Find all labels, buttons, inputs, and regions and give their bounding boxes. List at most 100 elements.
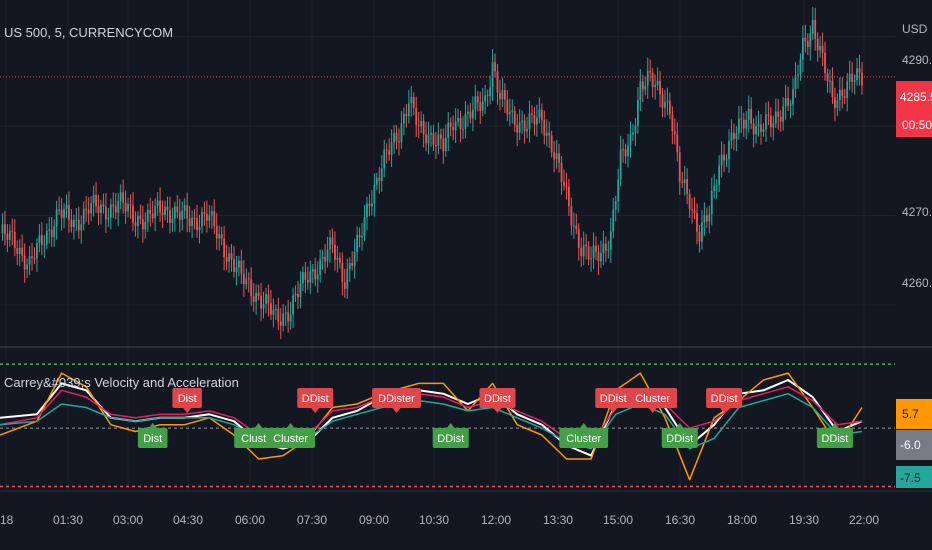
- candle-body: [528, 113, 531, 130]
- candle-body: [430, 133, 432, 135]
- candle-body: [449, 122, 452, 127]
- candle-body: [806, 41, 809, 48]
- candle-body: [622, 149, 625, 151]
- candle-body: [698, 231, 701, 242]
- candle-body: [521, 120, 524, 123]
- candle-body: [742, 119, 745, 129]
- candle-body: [247, 278, 250, 280]
- candle-body: [65, 204, 68, 209]
- candle-body: [575, 225, 578, 230]
- candle-body: [703, 215, 706, 223]
- candle-body: [740, 118, 743, 120]
- candle-body: [193, 217, 196, 219]
- candle-body: [329, 237, 331, 250]
- price-scale[interactable]: USD 4290.0 4270.0 4260.0 4285.5 00:50 5.…: [896, 22, 932, 488]
- time-tick: 16:30: [665, 513, 695, 527]
- candle-body: [494, 62, 496, 72]
- indicator-title[interactable]: Carrey&#039;s Velocity and Acceleration: [4, 375, 239, 390]
- candle-body: [156, 200, 159, 207]
- candle-body: [612, 209, 615, 232]
- candle-body: [617, 179, 620, 202]
- candle-body: [242, 273, 245, 285]
- candle-body: [595, 245, 597, 252]
- candle-body: [841, 89, 844, 97]
- candle-body: [361, 235, 363, 238]
- candle-body: [139, 215, 142, 219]
- candle-body: [819, 45, 822, 51]
- price-pane[interactable]: [0, 7, 895, 339]
- candle-body: [558, 153, 560, 163]
- candle-body: [735, 133, 738, 140]
- last-price-value: 4285.5: [900, 90, 932, 104]
- signal-label-text: Cluster: [635, 393, 670, 405]
- candle-body: [629, 134, 632, 146]
- candle-body: [666, 100, 669, 102]
- candle-body: [632, 132, 634, 135]
- candle-body: [444, 137, 447, 152]
- candle-body: [373, 184, 376, 204]
- signal-label-text: Dist: [143, 433, 162, 445]
- candle-body: [129, 204, 132, 206]
- candle-body: [149, 209, 152, 214]
- candle-body: [432, 133, 435, 145]
- candle-body: [540, 109, 543, 121]
- candle-body: [112, 204, 115, 207]
- indicator-pane[interactable]: Dist Dist Cluster Cluster DDist DDister DDist D…: [0, 363, 895, 488]
- candle-body: [590, 258, 592, 260]
- signal-label-box: [628, 388, 678, 408]
- candle-body: [274, 309, 277, 311]
- candle-body: [568, 186, 570, 207]
- candle-body: [198, 226, 201, 231]
- candle-body: [43, 244, 46, 246]
- signal-label-text: DDist: [302, 393, 329, 405]
- symbol-title[interactable]: US 500, 5, CURRENCYCOM: [4, 25, 173, 40]
- candle-body: [824, 52, 826, 74]
- candle-body: [747, 108, 750, 121]
- candle-body: [334, 244, 336, 260]
- candle-body: [634, 125, 637, 133]
- candle-body: [375, 177, 378, 185]
- time-tick: 03:00: [113, 513, 143, 527]
- candle-body: [755, 126, 757, 135]
- candle-body: [415, 107, 418, 126]
- candle-body: [316, 274, 319, 280]
- candle-body: [479, 102, 482, 111]
- candle-body: [765, 114, 767, 129]
- candle-body: [503, 90, 506, 100]
- candle-body: [265, 294, 267, 305]
- candle-body: [553, 152, 556, 160]
- candle-body: [385, 149, 388, 151]
- candle-body: [422, 120, 425, 135]
- time-axis[interactable]: 18 01:30 03:00 04:30 06:00 07:30 09:00 10:30 12:…: [0, 513, 879, 527]
- candle-body: [646, 70, 649, 86]
- candle-body: [146, 209, 149, 222]
- candle-body: [811, 20, 814, 34]
- candle-body: [311, 269, 314, 272]
- candle-body: [469, 111, 472, 119]
- time-tick: 06:00: [235, 513, 265, 527]
- time-tick: 10:30: [419, 513, 449, 527]
- candle-body: [523, 120, 526, 132]
- candle-body: [102, 204, 105, 207]
- candle-body: [425, 134, 427, 144]
- candle-body: [737, 118, 740, 134]
- signal-label-text: DDister: [378, 393, 415, 405]
- candle-body: [420, 120, 423, 127]
- candle-body: [279, 321, 282, 326]
- candle-body: [516, 124, 519, 133]
- candle-body: [656, 80, 659, 86]
- candle-body: [257, 292, 260, 296]
- candle-body: [447, 122, 450, 138]
- time-tick: 15:00: [603, 513, 633, 527]
- candle-body: [405, 113, 408, 117]
- price-tick: 4270.0: [902, 205, 932, 219]
- candle-body: [651, 72, 654, 87]
- candle-body: [107, 217, 110, 220]
- candle-body: [752, 123, 755, 135]
- candle-body: [410, 96, 413, 104]
- candle-body: [745, 120, 748, 129]
- time-tick: 18:00: [727, 513, 757, 527]
- signal-label-buy: DDist: [816, 423, 853, 448]
- candle-body: [607, 249, 610, 251]
